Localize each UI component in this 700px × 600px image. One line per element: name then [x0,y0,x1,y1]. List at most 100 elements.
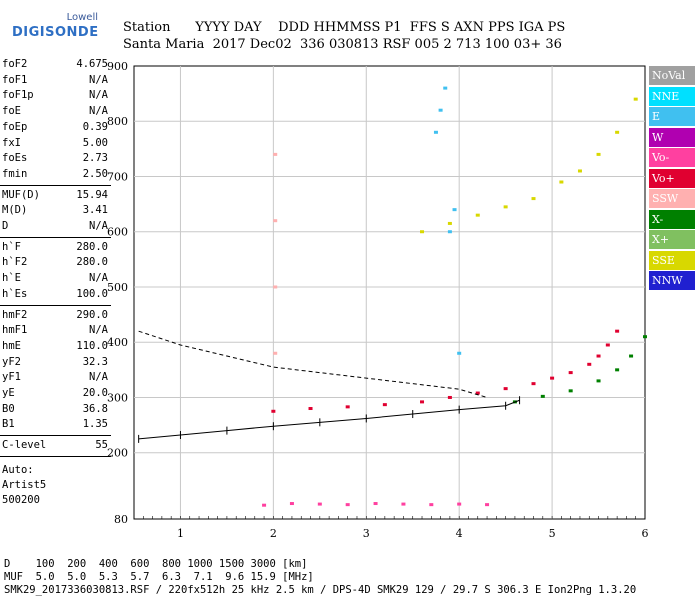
param-value: 110.0 [76,339,108,352]
param-g4-1: hmF1 N/A [2,324,108,340]
series-o-trace-fit [138,399,520,440]
point-sse [503,205,508,209]
legend-vo-: Vo+ [649,168,695,188]
param-value: 2.73 [82,152,108,165]
param-g3-3: h`Es 100.0 [2,288,108,304]
point-es [401,502,406,506]
param-g2-0: MUF(D) 15.94 [2,189,108,205]
point-es [317,502,322,506]
param-value: N/A [89,272,108,285]
point-sse [559,180,564,184]
point-sse [577,169,582,173]
param-g1-3: foE N/A [2,105,108,121]
param-g1-7: fmin 2.50 [2,168,108,184]
x-tick-label: 5 [549,527,556,540]
param-key: foE [2,105,21,118]
station-header: Station YYYY DAY DDD HHMMSS P1 FFS S AXN… [123,19,565,53]
point-e [443,86,448,90]
param-key: foF2 [2,58,28,70]
param-g1-4: foEp 0.39 [2,121,108,137]
param-separator [0,455,111,457]
point-sse [615,130,620,134]
point-vo- [271,409,276,413]
point-vo- [447,395,452,399]
param-g3-1: h`F2 280.0 [2,256,108,272]
param-value: 2.50 [82,167,108,180]
param-key: foF1 [2,73,28,86]
point-x- [540,394,545,398]
param-key: yF1 [2,371,21,384]
param-key: h`F [2,240,21,253]
point-sse [475,213,480,217]
point-sse [447,221,452,225]
point-x- [568,389,573,393]
point-ssw [273,152,278,156]
point-vo- [587,362,592,366]
param-g5-0: C-level 55 [2,439,108,455]
point-es [289,502,294,506]
param-key: hmE [2,339,21,352]
point-es [457,502,462,506]
param-key: hmF2 [2,308,28,321]
logo-line2: DIGISONDE [12,25,99,40]
point-sse [633,97,638,101]
param-g1-1: foF1 N/A [2,74,108,90]
param-key: h`E [2,272,21,285]
point-sse [420,230,425,234]
auto-line-1: Artist5 [2,478,47,491]
param-key: h`Es [2,287,28,300]
header-values: Santa Maria 2017 Dec02 336 030813 RSF 00… [123,37,562,52]
param-g4-2: hmE 110.0 [2,340,108,356]
param-key: hmF1 [2,324,28,337]
legend-w: W [649,127,695,147]
legend-x-: X- [649,209,695,229]
param-separator [0,435,111,437]
param-key: MUF(D) [2,188,40,201]
param-key: yF2 [2,355,21,368]
param-key: foF1p [2,89,34,102]
param-g4-5: yE 20.0 [2,387,108,403]
param-value: 100.0 [76,287,108,300]
param-value: 32.3 [82,355,108,368]
param-g1-2: foF1p N/A [2,89,108,105]
param-value: N/A [89,220,108,232]
footer: D 100 200 400 600 800 1000 1500 3000 [km… [4,558,636,597]
param-key: foEp [2,120,28,133]
x-tick-label: 2 [270,527,277,540]
param-value: N/A [89,73,108,86]
param-value: 5.00 [82,136,108,149]
y-tick-label: 500 [107,281,128,294]
param-value: N/A [89,89,108,102]
point-es [373,502,378,506]
param-value: 36.8 [82,402,108,415]
point-vo- [568,371,573,375]
param-value: N/A [89,105,108,118]
param-g3-0: h`F 280.0 [2,241,108,257]
param-value: 1.35 [82,418,108,431]
point-vo- [475,391,480,395]
point-vo- [382,403,387,407]
point-ssw [273,285,278,289]
param-value: 280.0 [76,256,108,269]
point-e [447,230,452,234]
param-g4-6: B0 36.8 [2,403,108,419]
point-sse [531,197,536,201]
legend-vo-: Vo- [649,148,695,167]
param-value: 15.94 [76,188,108,201]
series-x-trace-fit [138,330,488,398]
logo-line1: Lowell [66,12,98,23]
point-e [438,108,443,112]
y-tick-label: 600 [107,226,128,239]
point-e [433,130,438,134]
param-value: 20.0 [82,387,108,399]
param-g3-2: h`E N/A [2,272,108,288]
legend-noval: NoVal [649,66,695,85]
param-value: 3.41 [82,204,108,217]
digisonde-logo: Lowell DIGISONDE [6,10,116,50]
footer-distance: D 100 200 400 600 800 1000 1500 3000 [km… [4,558,308,570]
point-x- [596,379,601,383]
point-x- [629,354,634,358]
point-e [457,351,462,355]
param-key: D [2,220,9,232]
